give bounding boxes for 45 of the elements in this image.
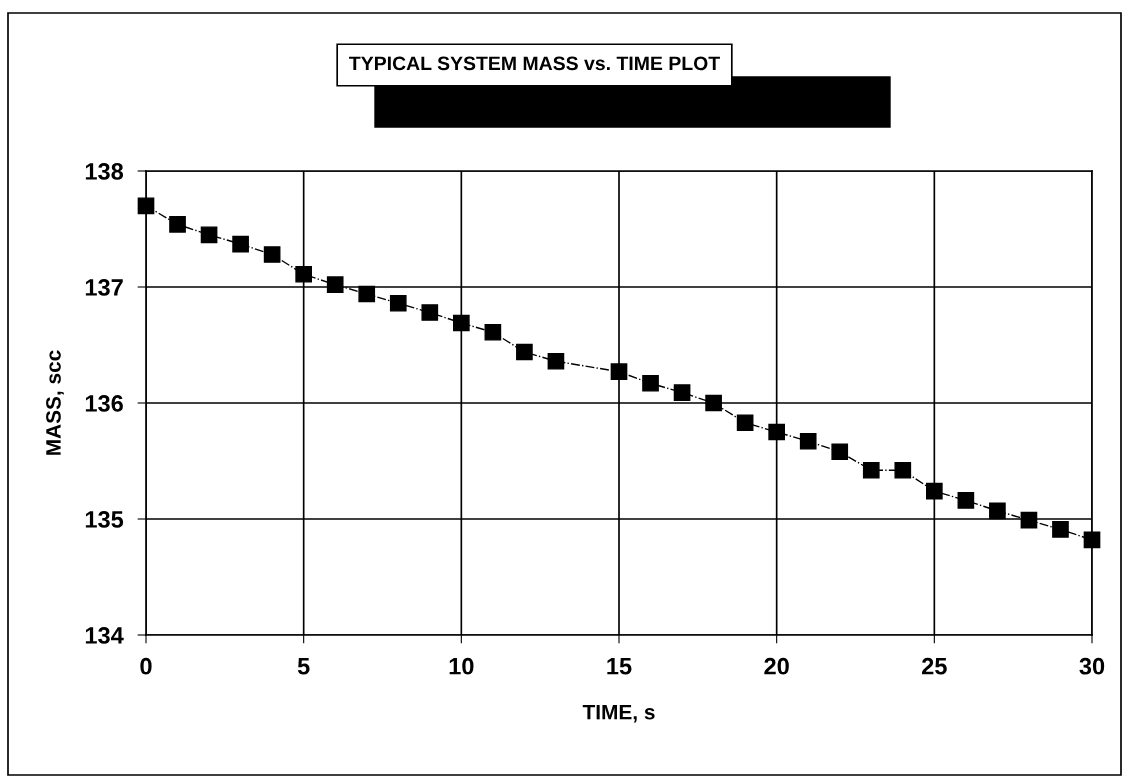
y-tick-label: 138	[85, 163, 124, 180]
point	[799, 432, 817, 450]
x-tick-label: 30	[1079, 657, 1105, 675]
x-tick-label: 5	[297, 658, 310, 675]
point	[1020, 511, 1038, 529]
point	[200, 226, 218, 244]
x-tick-label: 20	[764, 657, 789, 675]
point	[389, 294, 407, 312]
point	[232, 235, 249, 253]
point	[610, 363, 628, 381]
y-axis-title: MASS, scc	[46, 350, 64, 455]
point	[295, 265, 313, 283]
point	[516, 343, 533, 361]
y-tick-label: 137	[85, 279, 123, 296]
x-axis-title: TIME, s	[582, 705, 655, 723]
point	[484, 323, 502, 341]
x-tick-label: 25	[922, 657, 947, 675]
point	[957, 492, 975, 509]
point	[989, 502, 1006, 520]
y-tick-label: 136	[85, 395, 123, 412]
point	[1052, 521, 1069, 538]
point	[705, 394, 722, 412]
point	[862, 461, 880, 479]
point	[673, 384, 691, 401]
x-tick-label: 15	[607, 658, 632, 675]
point	[358, 285, 376, 303]
point	[894, 461, 912, 479]
point	[642, 374, 659, 392]
point	[137, 197, 155, 215]
point	[768, 423, 786, 441]
point	[925, 482, 943, 500]
point	[1083, 531, 1101, 549]
y-tick-label: 135	[85, 511, 124, 528]
point	[169, 216, 186, 233]
x-tick-label: 0	[140, 657, 152, 675]
point	[736, 414, 754, 432]
point	[547, 352, 565, 370]
point	[452, 314, 470, 332]
point	[831, 443, 849, 461]
point	[263, 246, 281, 263]
x-tick-label: 10	[449, 657, 474, 675]
point	[421, 304, 439, 321]
chart-title: TYPICAL SYSTEM MASS vs. TIME PLOT	[349, 56, 720, 71]
point	[326, 276, 344, 294]
y-tick-label: 134	[85, 627, 124, 644]
